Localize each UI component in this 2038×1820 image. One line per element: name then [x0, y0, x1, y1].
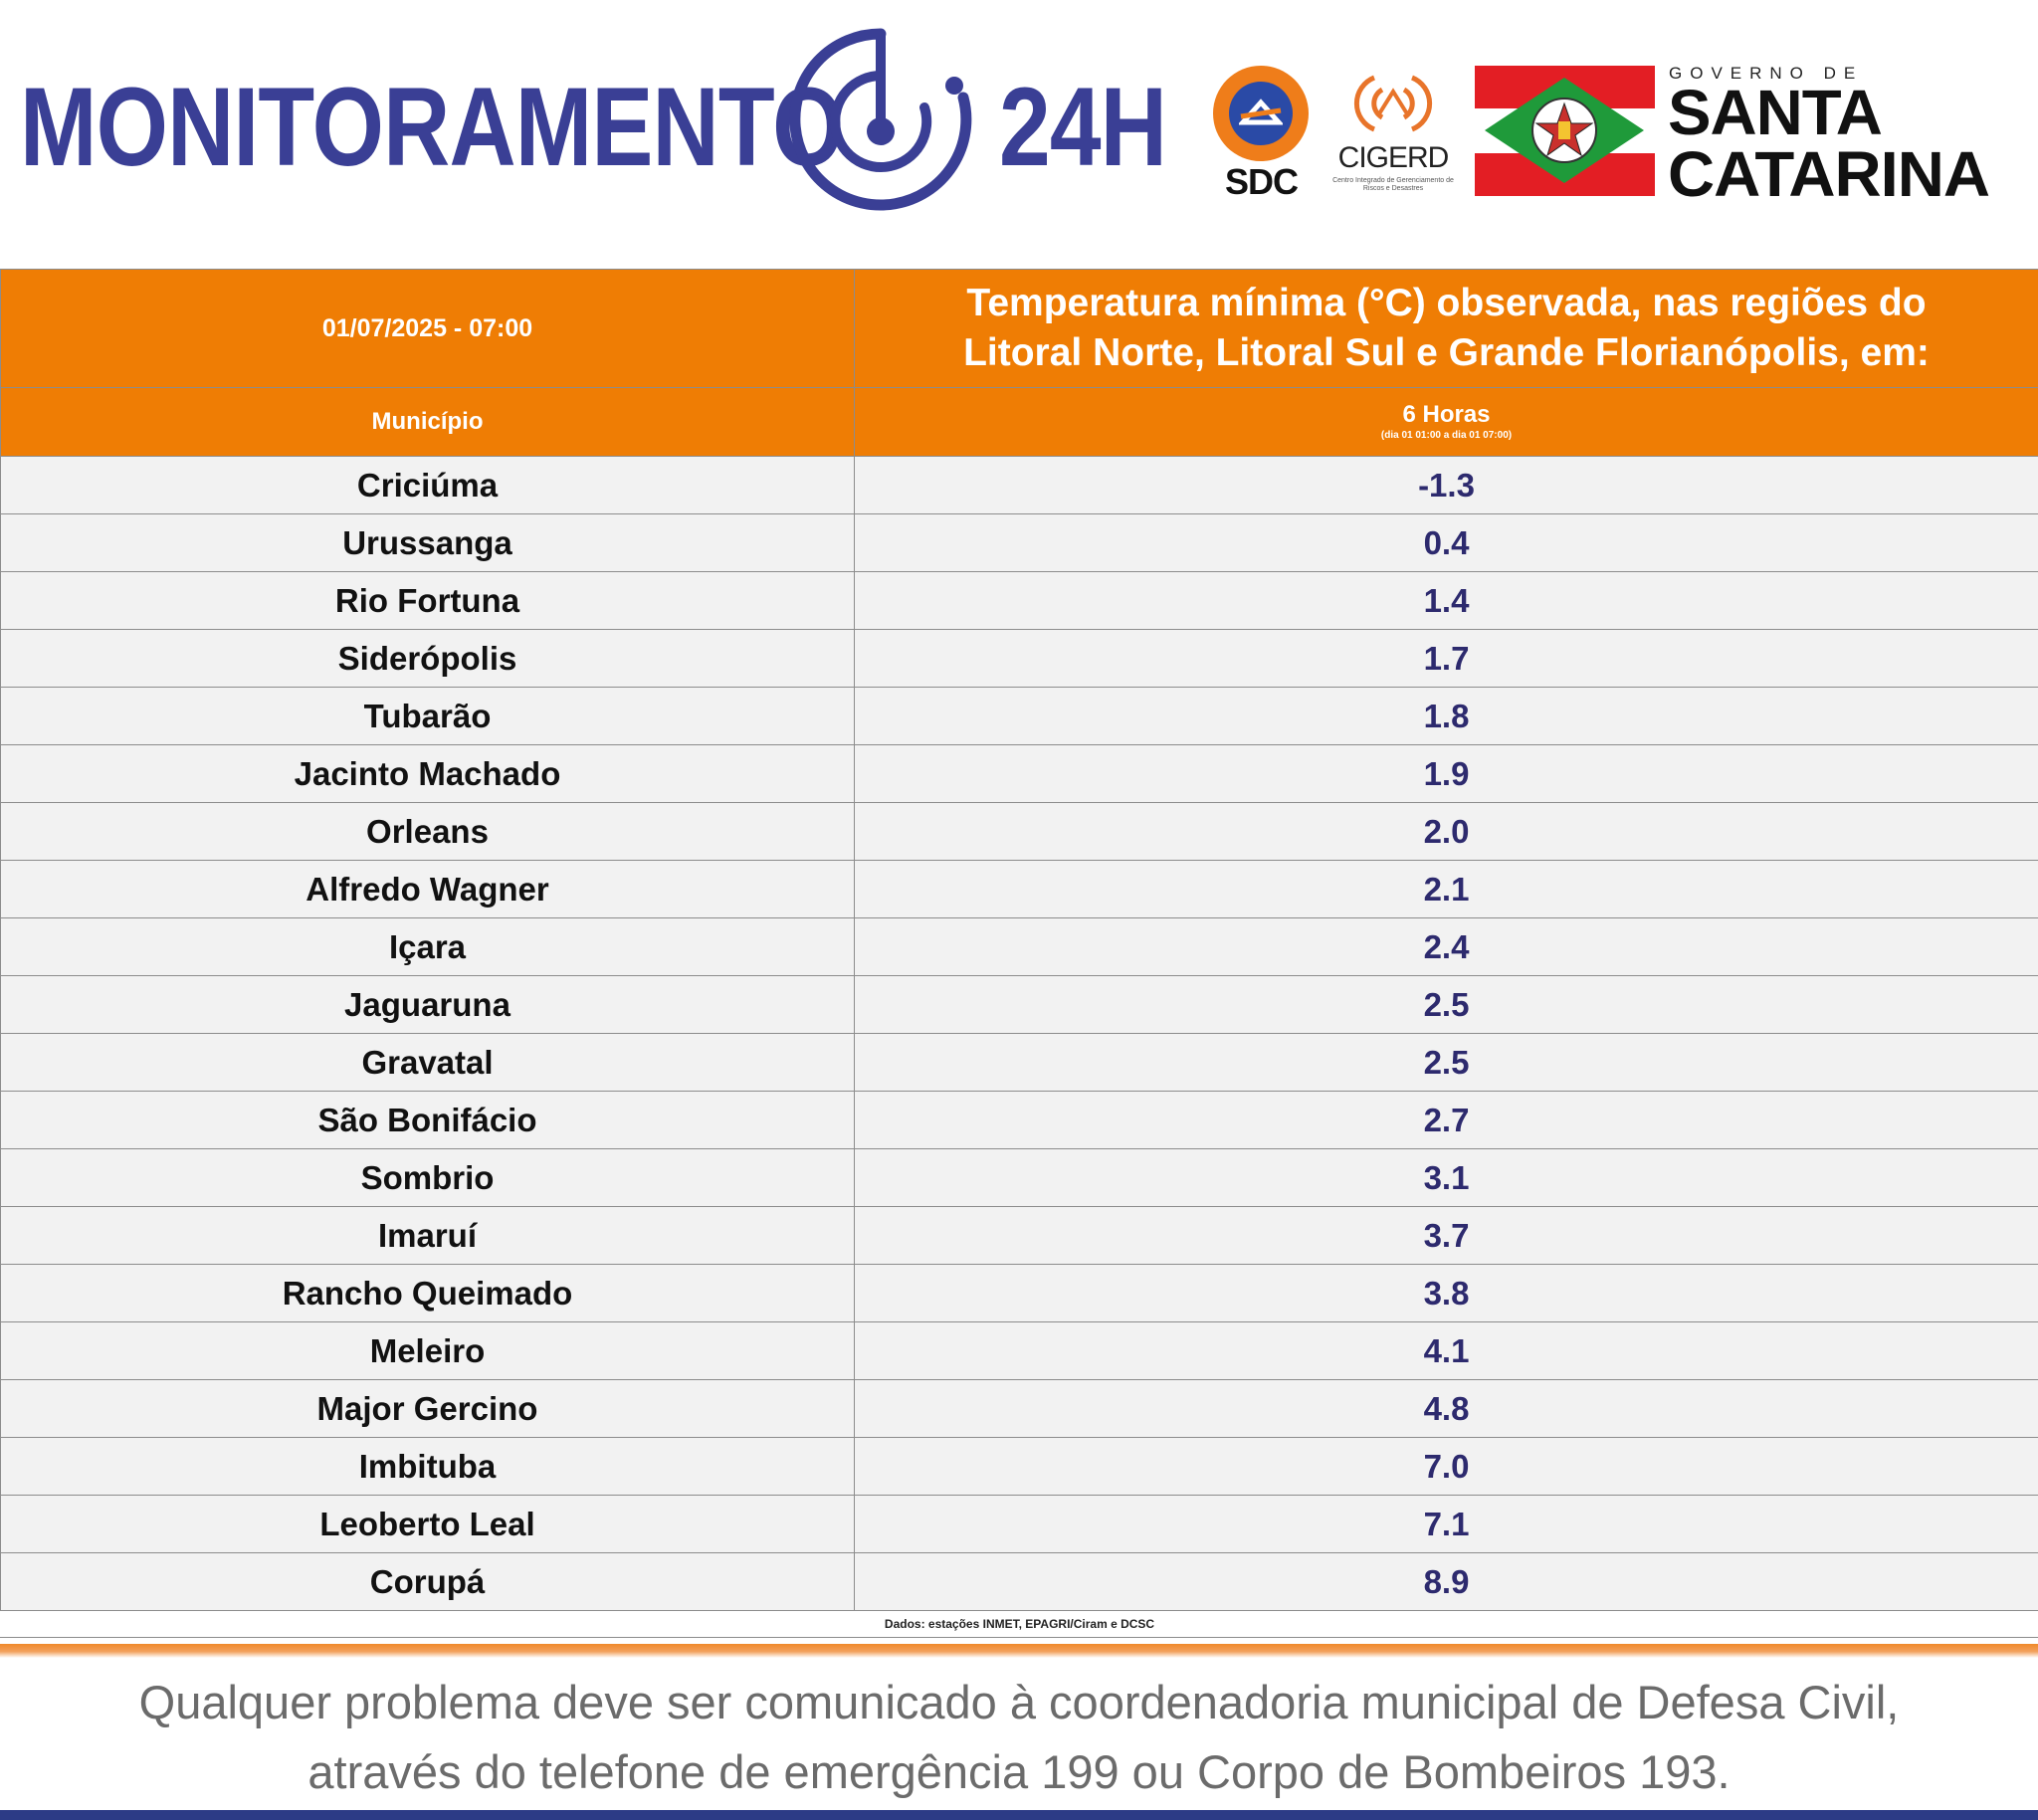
municipio-cell: Orleans: [0, 802, 855, 861]
municipio-cell: Major Gercino: [0, 1379, 855, 1438]
temperature-value-cell: 7.1: [854, 1495, 2038, 1553]
footer-notice: Qualquer problema deve ser comunicado à …: [0, 1668, 2038, 1807]
table-header-row: 01/07/2025 - 07:00 Temperatura mínima (°…: [0, 269, 2038, 388]
temperature-value-cell: 1.8: [854, 687, 2038, 745]
table-row: Orleans 2.0: [0, 802, 2038, 861]
report-date: 01/07/2025 - 07:00: [0, 269, 855, 388]
municipio-cell: Jaguaruna: [0, 975, 855, 1034]
temperature-value-cell: 2.0: [854, 802, 2038, 861]
table-row: Alfredo Wagner 2.1: [0, 860, 2038, 918]
table-row: Içara 2.4: [0, 917, 2038, 976]
temperature-value-cell: 1.7: [854, 629, 2038, 688]
orange-divider: [0, 1644, 2038, 1658]
temperature-value-cell: 3.8: [854, 1264, 2038, 1322]
period-label: 6 Horas: [1402, 401, 1491, 428]
table-row: Siderópolis 1.7: [0, 629, 2038, 688]
table-row: Rio Fortuna 1.4: [0, 571, 2038, 630]
table-row: Sombrio 3.1: [0, 1148, 2038, 1207]
temperature-value-cell: 3.7: [854, 1206, 2038, 1265]
temperature-table: 01/07/2025 - 07:00 Temperatura mínima (°…: [0, 269, 2038, 1638]
table-row: Jaguaruna 2.5: [0, 975, 2038, 1034]
table-row: Imaruí 3.7: [0, 1206, 2038, 1265]
municipio-cell: Imaruí: [0, 1206, 855, 1265]
municipio-cell: Gravatal: [0, 1033, 855, 1092]
municipio-cell: Jacinto Machado: [0, 744, 855, 803]
temperature-value-cell: 4.8: [854, 1379, 2038, 1438]
brand-24h: 24H: [999, 65, 1167, 189]
temperature-value-cell: 2.5: [854, 1033, 2038, 1092]
state-name-line2: CATARINA: [1668, 138, 1990, 210]
footer-line1: Qualquer problema deve ser comunicado à …: [138, 1676, 1900, 1728]
table-row: Imbituba 7.0: [0, 1437, 2038, 1496]
municipio-cell: Sombrio: [0, 1148, 855, 1207]
sdc-emblem-icon: [1213, 66, 1309, 161]
table-row: São Bonifácio 2.7: [0, 1091, 2038, 1149]
municipio-cell: Rancho Queimado: [0, 1264, 855, 1322]
temperature-value-cell: 1.9: [854, 744, 2038, 803]
municipio-cell: São Bonifácio: [0, 1091, 855, 1149]
period-range: (dia 01 01:00 a dia 01 07:00): [1380, 430, 1513, 441]
gov-label: GOVERNO DE: [1669, 64, 1864, 83]
table-row: Major Gercino 4.8: [0, 1379, 2038, 1438]
table-row: Rancho Queimado 3.8: [0, 1264, 2038, 1322]
signal-wave-icon: [1353, 75, 1433, 132]
column-header-row: Município 6 Horas (dia 01 01:00 a dia 01…: [0, 387, 2038, 457]
municipio-cell: Urussanga: [0, 513, 855, 572]
temperature-value-cell: 7.0: [854, 1437, 2038, 1496]
municipio-cell: Siderópolis: [0, 629, 855, 688]
footer-line2: através do telefone de emergência 199 ou…: [307, 1745, 1731, 1798]
table-row: Tubarão 1.8: [0, 687, 2038, 745]
brand-title: MONITORAMENTO: [20, 65, 844, 189]
table-title-line2: Litoral Norte, Litoral Sul e Grande Flor…: [963, 331, 1930, 374]
municipio-cell: Leoberto Leal: [0, 1495, 855, 1553]
state-name-line1: SANTA: [1668, 77, 1883, 148]
municipio-cell: Tubarão: [0, 687, 855, 745]
municipio-cell: Meleiro: [0, 1321, 855, 1380]
municipio-column-header: Município: [0, 387, 855, 457]
bottom-bar: [0, 1810, 2038, 1820]
table-row: Urussanga 0.4: [0, 513, 2038, 572]
table-row: Leoberto Leal 7.1: [0, 1495, 2038, 1553]
radar-logo-icon: [789, 28, 972, 211]
table-row: Jacinto Machado 1.9: [0, 744, 2038, 803]
santa-catarina-flag-icon: [1475, 66, 1655, 196]
temperature-value-cell: 4.1: [854, 1321, 2038, 1380]
table-title-line1: Temperatura mínima (°C) observada, nas r…: [966, 282, 1927, 324]
table-row: Meleiro 4.1: [0, 1321, 2038, 1380]
temperature-value-cell: 0.4: [854, 513, 2038, 572]
municipio-cell: Imbituba: [0, 1437, 855, 1496]
municipio-cell: Corupá: [0, 1552, 855, 1611]
state-name: SANTA CATARINA: [1668, 77, 1990, 210]
temperature-value-cell: 2.4: [854, 917, 2038, 976]
source-note: Dados: estações INMET, EPAGRI/Ciram e DC…: [0, 1610, 2038, 1638]
municipio-cell: Alfredo Wagner: [0, 860, 855, 918]
temperature-value-cell: -1.3: [854, 456, 2038, 514]
municipio-cell: Içara: [0, 917, 855, 976]
table-row: Gravatal 2.5: [0, 1033, 2038, 1092]
temperature-value-cell: 2.7: [854, 1091, 2038, 1149]
municipio-cell: Criciúma: [0, 456, 855, 514]
municipio-cell: Rio Fortuna: [0, 571, 855, 630]
temperature-value-cell: 1.4: [854, 571, 2038, 630]
table-row: Criciúma -1.3: [0, 456, 2038, 514]
table-row: Corupá 8.9: [0, 1552, 2038, 1611]
temperature-value-cell: 2.1: [854, 860, 2038, 918]
temperature-value-cell: 8.9: [854, 1552, 2038, 1611]
sdc-logo: SDC: [1209, 62, 1314, 202]
source-note-row: Dados: estações INMET, EPAGRI/Ciram e DC…: [0, 1610, 2038, 1638]
temperature-value-cell: 3.1: [854, 1148, 2038, 1207]
temperature-value-cell: 2.5: [854, 975, 2038, 1034]
cigerd-logo: CIGERD Centro Integrado de Gerenciamento…: [1324, 66, 1463, 195]
table-title: Temperatura mínima (°C) observada, nas r…: [854, 269, 2038, 388]
header: MONITORAMENTO 24H SDC: [0, 0, 2038, 270]
cigerd-subtitle: Centro Integrado de Gerenciamento de Ris…: [1332, 177, 1454, 192]
period-column-header: 6 Horas (dia 01 01:00 a dia 01 07:00): [854, 387, 2038, 457]
sdc-label: SDC: [1224, 161, 1299, 202]
cigerd-label: CIGERD: [1337, 141, 1450, 174]
